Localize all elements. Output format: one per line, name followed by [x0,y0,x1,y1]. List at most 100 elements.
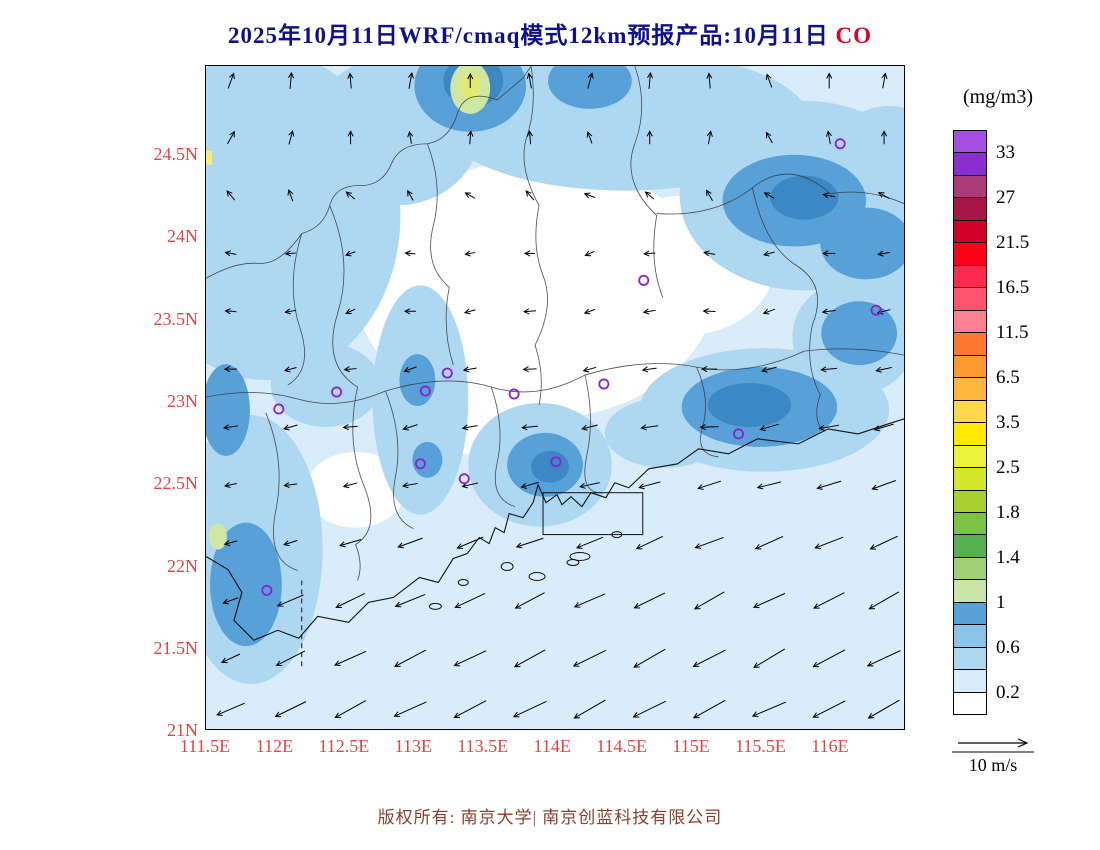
colorbar-tick-label: 21.5 [996,231,1030,253]
wind-arrow [274,701,307,718]
wind-arrow [812,649,846,668]
wind-arrow [226,190,236,201]
wind-arrow [694,536,724,549]
wind-arrow [762,308,776,315]
colorbar-segment [954,287,986,310]
wind-arrow [706,189,713,202]
lon-tick-label: 112E [255,736,294,756]
lat-tick-label: 22N [167,555,198,576]
wind-arrow [692,649,726,667]
wind-arrow [526,72,533,89]
colorbar-segment [954,489,986,512]
station-marker [550,456,562,468]
lat-tick-label: 21.5N [153,637,199,658]
wind-arrow [335,592,366,609]
lon-tick-label: 114.5E [596,736,648,756]
wind-arrow [759,423,779,432]
colorbar-segment [954,354,986,378]
colorbar-segment [954,511,986,535]
wind-scale-legend: 10 m/s [945,736,1041,776]
wind-arrow [224,482,237,488]
wind-arrow [394,593,426,608]
lon-tick-label: 111.5E [179,736,231,756]
map-frame [205,65,905,730]
colorbar-segment [954,131,986,153]
wind-arrow [284,250,296,257]
wind-arrow [524,250,536,257]
wind-arrow [871,480,896,491]
wind-arrow [464,192,476,199]
copyright-footer: 版权所有: 南京大学| 南京创蓝科技有限公司 [377,808,723,827]
wind-arrow [754,536,784,550]
wind-arrow [284,308,297,315]
colorbar-tick-label: 33 [996,141,1015,163]
wind-arrow [638,481,661,490]
wind-arrow [822,192,836,199]
wind-arrow [752,593,786,609]
islands [428,531,623,610]
wind-arrow [584,250,595,257]
wind-arrow [461,424,478,431]
wind-arrows [216,71,901,719]
wind-arrow [702,308,716,315]
colorbar-tick-label: 1.4 [996,546,1020,568]
lat-tick-label: 23N [167,390,198,411]
lat-tick-label: 24N [167,226,198,247]
lat-tick-label: 22.5N [153,473,199,494]
wind-arrow [632,700,667,718]
wind-arrow [877,192,890,200]
wind-arrow [397,537,423,549]
title-text: 2025年10月11日WRF/cmaq模式12km预报产品:10月11日 [227,23,829,48]
colorbar-tick-label: 11.5 [996,321,1029,343]
station-marker [419,385,431,397]
wind-arrow [579,482,600,489]
wind-arrow [283,481,298,488]
wind-arrow [582,366,597,373]
station-marker [331,386,343,398]
wind-arrow [220,653,241,664]
colorbar-tick-label: 0.6 [996,636,1020,658]
wind-arrow [227,72,235,89]
wind-arrow [275,650,306,667]
wind-arrow [223,540,238,546]
lon-tick-label: 116E [811,736,849,756]
wind-arrow [763,192,775,199]
wind-arrow [514,592,545,609]
wind-arrow [288,129,295,145]
colorbar-segment [954,646,986,670]
wind-arrow [344,250,356,257]
lat-tick-label: 23.5N [153,308,199,329]
colorbar-segment [954,242,986,265]
colorbar-tick-label: 27 [996,186,1015,208]
wind-arrow [881,130,888,145]
colorbar-segment [954,197,986,220]
wind-arrow [520,481,539,489]
colorbar-segment [954,264,986,288]
wind-arrow [283,539,298,547]
wind-arrow [751,701,787,718]
page-title: 2025年10月11日WRF/cmaq模式12km预报产品:10月11日 CO [0,16,1100,50]
wind-arrow [699,424,719,431]
lat-tick-label: 21N [167,720,198,741]
colorbar-unit-label: (mg/m3) [963,86,1033,108]
wind-arrow [525,190,535,201]
wind-arrow [345,191,356,200]
colorbar-tick-label: 3.5 [996,411,1020,433]
wind-arrow [515,537,544,549]
coastline [206,418,904,641]
wind-arrow [342,424,358,431]
wind-arrow [288,71,295,89]
wind-arrow [633,592,666,609]
wind-arrow [463,308,476,315]
inset-box [542,492,644,536]
wind-arrow [583,308,596,315]
colorbar-tick-label: 16.5 [996,276,1030,298]
wind-arrow [339,539,362,548]
wind-arrow [223,366,237,373]
wind-arrow [404,250,416,257]
wind-arrow [393,701,427,717]
wind-arrow [700,366,718,373]
wind-arrow [706,72,713,89]
wind-arrow [868,591,899,610]
wind-arrow [820,366,838,373]
